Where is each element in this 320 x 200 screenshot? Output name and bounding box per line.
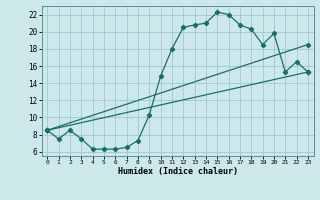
X-axis label: Humidex (Indice chaleur): Humidex (Indice chaleur) <box>118 167 237 176</box>
